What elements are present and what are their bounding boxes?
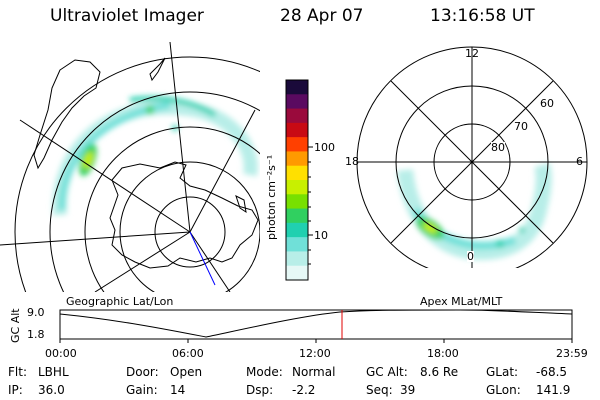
time-tick-2359: 23:59 <box>556 347 588 360</box>
colorbar-unit-label: photon cm⁻²s⁻¹ <box>265 154 278 240</box>
altitude-curve <box>59 309 573 338</box>
colorbar-cell <box>286 265 308 281</box>
colorbar-tick-100: 100 <box>314 141 335 154</box>
intensity-colorbar <box>285 79 313 281</box>
colorbar-cell <box>286 194 308 210</box>
seq-value: 39 <box>400 383 416 397</box>
colorbar-cell <box>286 151 308 167</box>
time-tick-0600: 06:00 <box>172 347 204 360</box>
mlt-label-18: 18 <box>345 155 359 168</box>
gain-label: Gain: <box>126 383 158 397</box>
glat-value: -68.5 <box>536 365 568 379</box>
geographic-map <box>0 42 260 292</box>
colorbar-cell <box>286 137 308 153</box>
geographic-map-label: Geographic Lat/Lon <box>66 295 174 308</box>
ip-label: IP: <box>8 383 23 397</box>
time-tick-1200: 12:00 <box>299 347 331 360</box>
glat-label: GLat: <box>486 365 519 379</box>
mlat-label-80: 80 <box>491 141 505 154</box>
altitude-axis-label: GC Alt <box>9 308 22 343</box>
seq-label: Seq: <box>366 383 393 397</box>
magnetic-map-label: Apex MLat/MLT <box>420 295 503 308</box>
meridian-lines <box>0 42 256 292</box>
mlt-label-6: 6 <box>576 155 583 168</box>
aurora-emission-geo <box>52 96 258 216</box>
door-value: Open <box>170 365 203 379</box>
observation-time: 13:16:58 UT <box>430 6 535 26</box>
time-tick-0000: 00:00 <box>45 347 77 360</box>
colorbar-cell <box>286 237 308 253</box>
observation-date: 28 Apr 07 <box>280 6 364 26</box>
colorbar-cell <box>286 94 308 110</box>
colorbar-cell <box>286 108 308 124</box>
altitude-panel <box>59 309 573 343</box>
orbit-track <box>189 231 216 286</box>
altitude-tick-high: 9.0 <box>27 306 45 319</box>
colorbar-cell <box>286 180 308 195</box>
altitude-tick-low: 1.8 <box>27 328 45 341</box>
coastlines <box>33 57 259 269</box>
colorbar-cell <box>286 80 308 95</box>
gc-alt-value: 8.6 Re <box>420 365 459 379</box>
gain-value: 14 <box>170 383 186 397</box>
colorbar-tick-10: 10 <box>314 229 328 242</box>
colorbar-cell <box>286 208 308 224</box>
filter-label: Flt: <box>8 365 27 379</box>
mode-value: Normal <box>292 365 336 379</box>
dsp-value: -2.2 <box>292 383 316 397</box>
door-label: Door: <box>126 365 159 379</box>
ip-value: 36.0 <box>38 383 65 397</box>
mlat-label-70: 70 <box>514 120 528 133</box>
latitude-circles <box>14 56 260 292</box>
glon-value: 141.9 <box>536 383 571 397</box>
instrument-title: Ultraviolet Imager <box>50 6 204 26</box>
mode-label: Mode: <box>246 365 283 379</box>
gc-alt-label: GC Alt: <box>366 365 408 379</box>
dsp-label: Dsp: <box>246 383 274 397</box>
glon-label: GLon: <box>486 383 521 397</box>
colorbar-cell <box>286 222 308 238</box>
mlt-label-12: 12 <box>465 47 479 60</box>
magnetic-polar-plot <box>356 46 588 268</box>
mlat-label-60: 60 <box>540 97 554 110</box>
colorbar-cell <box>286 251 308 267</box>
mlt-label-0: 0 <box>467 250 474 263</box>
colorbar-cell <box>286 122 308 138</box>
filter-value: LBHL <box>38 365 69 379</box>
time-tick-1800: 18:00 <box>427 347 459 360</box>
colorbar-cell <box>286 165 308 181</box>
mlt-lines <box>357 47 587 268</box>
